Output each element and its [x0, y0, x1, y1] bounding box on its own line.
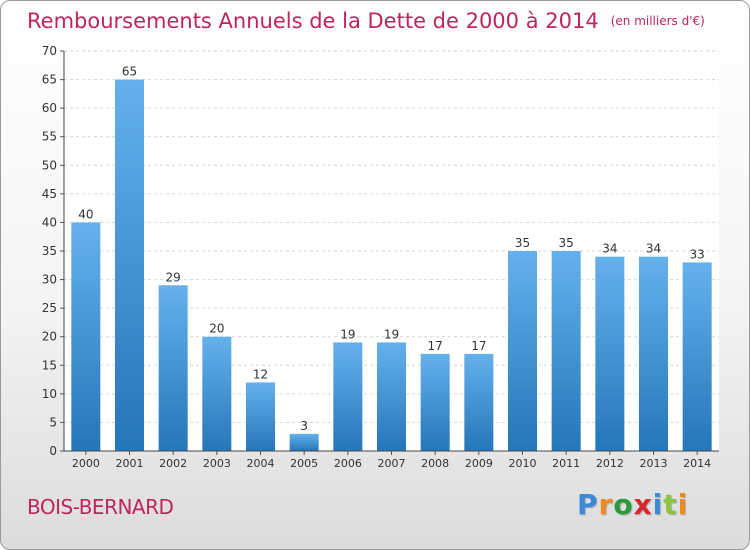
bar [71, 222, 101, 451]
y-tick-label: 5 [49, 415, 57, 429]
y-tick-label: 20 [42, 330, 57, 344]
bar [289, 433, 319, 451]
bar-value-label: 65 [122, 65, 137, 79]
bar [420, 353, 450, 451]
proxiti-logo: Proxiti [577, 488, 688, 521]
bar-value-label: 34 [602, 242, 617, 256]
bar-value-label: 34 [646, 242, 661, 256]
x-tick-label: 2010 [509, 457, 537, 470]
bar-value-label: 20 [209, 322, 224, 336]
logo-letter: o [613, 488, 634, 521]
x-tick-label: 2001 [116, 457, 144, 470]
logo-letter: P [577, 488, 599, 521]
bar [639, 256, 668, 451]
y-tick-label: 70 [42, 44, 57, 58]
x-tick-label: 2007 [378, 457, 406, 470]
y-tick-label: 50 [42, 158, 57, 172]
bar [682, 262, 712, 451]
bar [333, 342, 363, 451]
bar [508, 251, 537, 451]
x-tick-label: 2000 [72, 457, 100, 470]
y-tick-label: 25 [42, 301, 57, 315]
x-tick-label: 2014 [683, 457, 711, 470]
y-tick-label: 45 [42, 187, 57, 201]
logo-letter: r [598, 488, 614, 521]
bar [246, 382, 275, 451]
bar-value-label: 29 [166, 270, 181, 284]
chart-title-text: Remboursements Annuels de la Dette de 20… [27, 9, 599, 33]
logo-letter: i [677, 488, 689, 521]
x-tick-label: 2004 [247, 457, 275, 470]
x-tick-label: 2005 [290, 457, 318, 470]
bar-value-label: 19 [384, 327, 399, 341]
y-tick-label: 0 [49, 444, 57, 458]
x-tick-label: 2008 [421, 457, 449, 470]
bar [464, 353, 494, 451]
logo-letter: x [633, 488, 653, 521]
bar [115, 79, 144, 452]
bar-value-label: 12 [253, 367, 268, 381]
x-tick-label: 2011 [552, 457, 580, 470]
y-tick-label: 60 [42, 101, 57, 115]
y-tick-label: 15 [42, 358, 57, 372]
x-tick-label: 2003 [203, 457, 231, 470]
bar-value-label: 3 [300, 419, 308, 433]
bar [202, 336, 232, 451]
chart-unit: (en milliers d'€) [610, 14, 705, 28]
bar [551, 251, 581, 451]
bar-value-label: 19 [340, 327, 355, 341]
chart-title: Remboursements Annuels de la Dette de 20… [27, 9, 705, 33]
y-tick-label: 55 [42, 130, 57, 144]
x-tick-label: 2009 [465, 457, 493, 470]
bar-value-label: 17 [428, 339, 443, 353]
y-tick-label: 65 [42, 73, 57, 87]
bar-value-label: 33 [690, 247, 705, 261]
x-tick-label: 2012 [596, 457, 624, 470]
logo-letter: t [663, 488, 678, 521]
bar-value-label: 40 [78, 207, 93, 221]
bar [377, 342, 406, 451]
bar [158, 285, 188, 451]
x-tick-label: 2006 [334, 457, 362, 470]
x-tick-label: 2002 [159, 457, 187, 470]
x-tick-label: 2013 [640, 457, 668, 470]
y-tick-label: 30 [42, 273, 57, 287]
location-name: BOIS-BERNARD [27, 495, 174, 519]
logo-letter: i [652, 488, 664, 521]
y-tick-label: 35 [42, 244, 57, 258]
y-tick-label: 10 [42, 387, 57, 401]
bar-value-label: 35 [559, 236, 574, 250]
bar-value-label: 17 [471, 339, 486, 353]
bar-value-label: 35 [515, 236, 530, 250]
bar [595, 256, 625, 451]
y-tick-label: 40 [42, 215, 57, 229]
